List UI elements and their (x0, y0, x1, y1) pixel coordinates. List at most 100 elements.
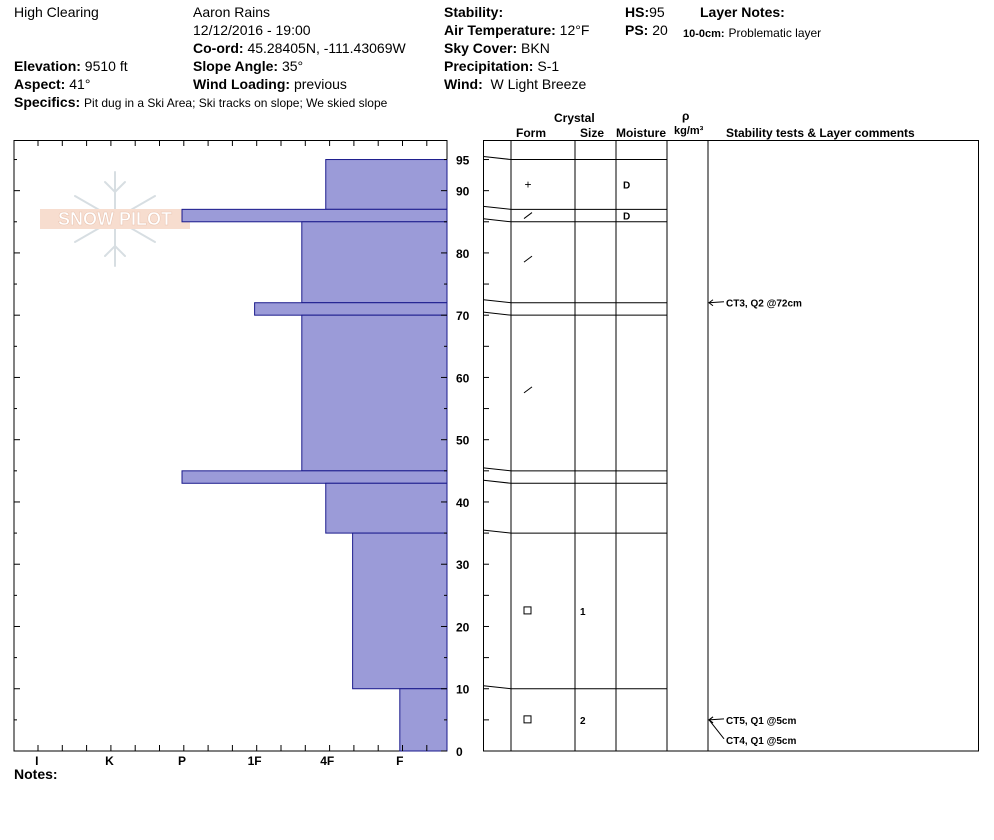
hardness-bar-8 (399, 688, 448, 752)
rho-header: ρ (682, 109, 690, 123)
layer-note-depth: 10-0cm: (683, 28, 725, 40)
elevation-value: 9510 ft (84, 58, 128, 74)
y-tick-label: 30 (456, 558, 470, 572)
hardness-label-4F: 4F (320, 754, 334, 768)
y-tick-label: 40 (456, 496, 470, 510)
test-arrow (708, 719, 725, 740)
layer-connector (483, 218, 512, 223)
crystal-size: 1 (580, 607, 586, 618)
hardness-bar-7 (352, 532, 448, 690)
hardness-axis: I K P 1F 4F F (35, 754, 403, 768)
hs-label: HS: (625, 4, 650, 20)
comments-header: Stability tests & Layer comments (726, 126, 915, 140)
elevation-label: Elevation: (14, 58, 81, 74)
hardness-bar-4 (301, 314, 448, 472)
wind-loading-value: previous (293, 76, 347, 92)
location: High Clearing (14, 4, 99, 20)
size-header: Size (580, 126, 605, 140)
layer-note: 10-0cm: Problematic layer (683, 24, 821, 42)
hardness-label-F: F (396, 754, 403, 768)
air-temp-label: Air Temperature: (444, 22, 556, 38)
notes-label: Notes: (14, 766, 58, 782)
crystal-form-icon: + (524, 177, 531, 191)
specifics-value: Pit dug in a Ski Area; Ski tracks on slo… (84, 96, 388, 110)
crystal-size: 2 (580, 716, 586, 727)
sky-value: BKN (521, 40, 550, 56)
y-tick-label: 10 (456, 683, 470, 697)
layer-note-text: Problematic layer (728, 26, 822, 40)
crystal-moisture: D (623, 180, 630, 191)
ps-value: 20 (652, 22, 668, 38)
hardness-bar-5 (181, 470, 448, 484)
hardness-plot-frame (13, 140, 448, 752)
hardness-label-K: K (105, 754, 114, 768)
hardness-bar-0 (325, 159, 448, 210)
crystal-observations: + D D 1 2 (523, 177, 630, 727)
moisture-header: Moisture (616, 126, 667, 140)
hardness-bar-3 (254, 302, 448, 316)
wind-value: W Light Breeze (490, 76, 587, 92)
air-temperature: Air Temperature: 12°F (444, 22, 589, 38)
ps-label: PS: (625, 22, 649, 38)
test-arrow (708, 301, 725, 304)
test-arrowhead (708, 716, 714, 724)
hardness-bar-1 (181, 208, 448, 223)
observer: Aaron Rains (193, 4, 271, 20)
stability-test-label: CT5, Q1 @5cm (726, 716, 796, 727)
y-tick-label: 90 (456, 185, 470, 199)
snowpilot-logo: SNOW PILOT (40, 171, 190, 267)
y-tick-label: 0 (456, 745, 463, 759)
hs-value: 95 (649, 4, 665, 20)
aspect-value: 41° (69, 76, 91, 92)
y-tick-label: 50 (456, 434, 470, 448)
crystal-header: Crystal (554, 111, 595, 125)
slope-label: Slope Angle: (193, 58, 279, 74)
layer-connector (483, 205, 512, 210)
test-arrowhead (708, 716, 714, 724)
form-header: Form (516, 126, 546, 140)
stability-tests: CT3, Q2 @72cm CT5, Q1 @5cm CT4, Q1 @5cm (708, 299, 802, 747)
precip-value: S-1 (537, 58, 560, 74)
height-axis: 0 10 20 30 40 50 60 70 80 90 95 (14, 154, 489, 759)
precip-label: Precipitation: (444, 58, 534, 74)
density-unit-header: kg/m³ (674, 125, 704, 137)
layer-notes-title: Layer Notes: (700, 4, 785, 20)
hardness-ticks (37, 140, 428, 751)
hardness-bars (181, 159, 448, 752)
sky-cover: Sky Cover: BKN (444, 40, 550, 56)
wind-label: Wind: (444, 76, 483, 92)
stability-test-label: CT3, Q2 @72cm (726, 299, 802, 310)
watermark-text: SNOW PILOT (58, 209, 172, 229)
layer-connector (483, 479, 512, 484)
layer-boundaries (483, 156, 667, 690)
crystal-form-slash-icon (523, 255, 533, 263)
stability-test-label: CT4, Q1 @5cm (726, 736, 796, 747)
sky-label: Sky Cover: (444, 40, 518, 56)
layer-connector (483, 467, 512, 472)
crystal-moisture: D (623, 212, 630, 223)
layer-table-frame (483, 140, 979, 752)
crystal-form-slash-icon (523, 386, 533, 394)
y-tick-label: 70 (456, 309, 470, 323)
layer-connector (483, 311, 512, 316)
test-arrowhead (708, 299, 714, 307)
wind-loading-label: Wind Loading: (193, 76, 291, 92)
y-tick-label: 80 (456, 247, 470, 261)
test-arrow (708, 718, 725, 721)
slope-value: 35° (281, 58, 304, 74)
datetime: 12/12/2016 - 19:00 (193, 22, 311, 38)
stability-label: Stability: (444, 4, 504, 20)
crystal-form-slash-icon (523, 212, 533, 219)
elevation: Elevation: 9510 ft (14, 58, 128, 74)
crystal-form-facet-icon (523, 606, 532, 615)
air-temp-value: 12°F (559, 22, 590, 38)
crystal-form-facet-icon (523, 715, 532, 724)
hs: HS:95 (625, 4, 665, 20)
hardness-bar-6 (325, 482, 448, 534)
ps: PS: 20 (625, 22, 668, 38)
y-tick-label: 95 (456, 154, 470, 168)
specifics: Specifics: Pit dug in a Ski Area; Ski tr… (14, 94, 387, 111)
coordinates: Co-ord: 45.28405N, -111.43069W (193, 40, 406, 56)
aspect: Aspect: 41° (14, 76, 90, 92)
hardness-label-P: P (178, 754, 186, 768)
